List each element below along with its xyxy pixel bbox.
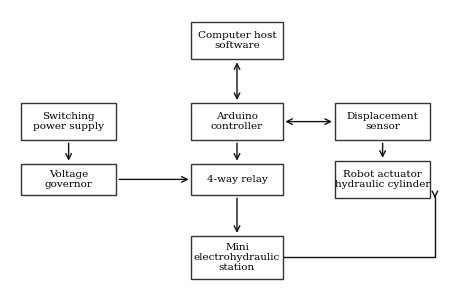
FancyBboxPatch shape [191,163,283,195]
FancyBboxPatch shape [191,22,283,60]
Text: 4-way relay: 4-way relay [207,175,267,184]
FancyBboxPatch shape [191,103,283,140]
FancyBboxPatch shape [21,103,117,140]
Text: Robot actuator
hydraulic cylinder: Robot actuator hydraulic cylinder [335,170,430,189]
Text: Arduino
controller: Arduino controller [211,112,263,131]
FancyBboxPatch shape [335,103,430,140]
Text: Switching
power supply: Switching power supply [33,112,104,131]
Text: Computer host
software: Computer host software [198,31,276,50]
FancyBboxPatch shape [335,161,430,198]
FancyBboxPatch shape [191,236,283,279]
Text: Voltage
governor: Voltage governor [45,170,92,189]
Text: Mini
electrohydraulic
station: Mini electrohydraulic station [194,243,280,272]
FancyBboxPatch shape [21,163,117,195]
Text: Displacement
sensor: Displacement sensor [346,112,419,131]
